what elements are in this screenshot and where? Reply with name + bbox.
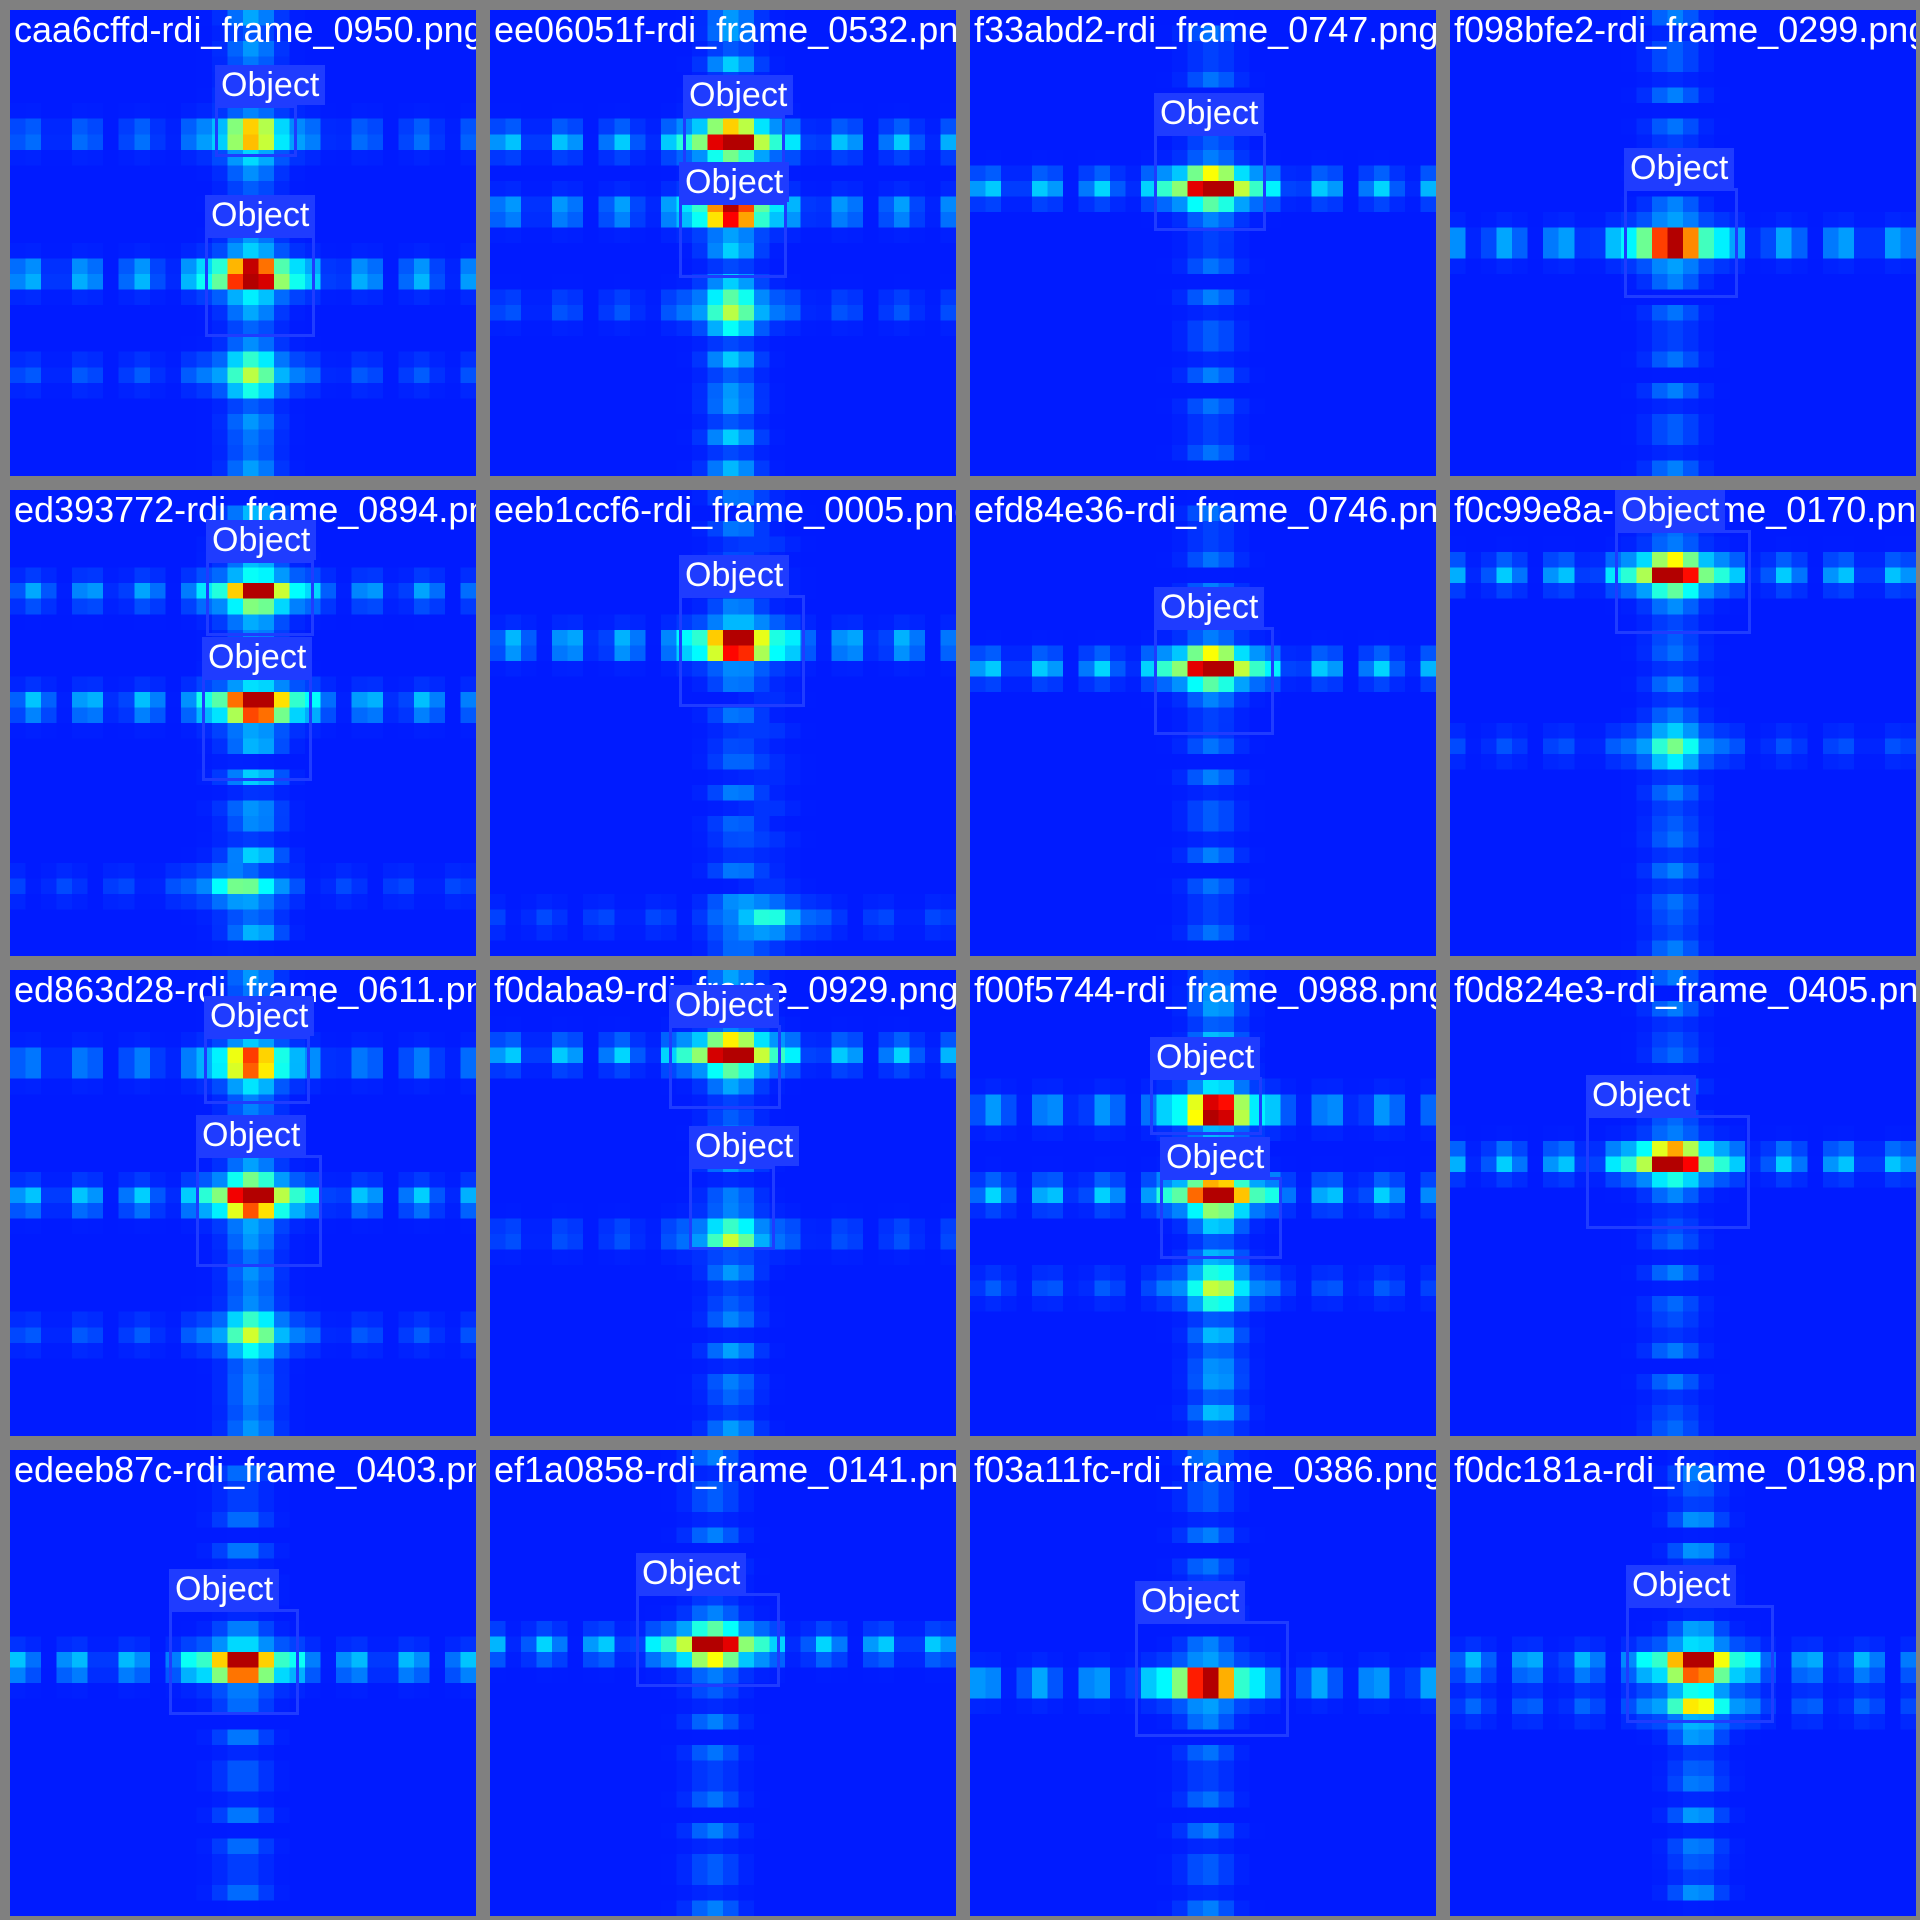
detection-box: [1624, 188, 1738, 298]
frame-filename: f33abd2-rdi_frame_0747.png: [974, 10, 1436, 50]
frame-filename: ee06051f-rdi_frame_0532.png: [494, 10, 956, 50]
frame-tile: Object ef1a0858-rdi_frame_0141.png: [490, 1450, 956, 1916]
detection-box: [669, 1025, 781, 1109]
frame-tile: Object f0d824e3-rdi_frame_0405.png: [1450, 970, 1916, 1436]
frame-filename: f098bfe2-rdi_frame_0299.png: [1454, 10, 1916, 50]
frame-filename: f00f5744-rdi_frame_0988.png: [974, 970, 1436, 1010]
detection-box: [202, 677, 312, 781]
rdi-heatmap: [10, 1450, 476, 1916]
detection-label: Object: [169, 1569, 280, 1609]
detection-box: [1154, 133, 1266, 231]
detection-box: [683, 115, 785, 165]
detection-box: [1615, 530, 1751, 634]
frame-tile: ObjectObjectf0daba9-rdi_frame_0929.png: [490, 970, 956, 1436]
frame-filename: caa6cffd-rdi_frame_0950.png: [14, 10, 476, 50]
rdi-heatmap: [1450, 1450, 1916, 1916]
detection-box: [204, 1036, 310, 1104]
detection-label: Object: [202, 637, 313, 677]
detection-box: [1160, 1177, 1282, 1259]
detection-box: [689, 1166, 775, 1250]
detection-label: Object: [204, 996, 315, 1036]
frame-tile: Objectf0c99e8a-rdi_frame_0170.png: [1450, 490, 1916, 956]
detection-label: Object: [1154, 93, 1265, 133]
rdi-heatmap: [970, 1450, 1436, 1916]
rdi-heatmap: [1450, 970, 1916, 1436]
detection-box: [196, 1155, 322, 1267]
frame-tile: Object f03a11fc-rdi_frame_0386.png: [970, 1450, 1436, 1916]
detection-box: [679, 595, 805, 707]
rdi-heatmap: [10, 970, 476, 1436]
detection-box: [1150, 1077, 1262, 1135]
frame-filename: efd84e36-rdi_frame_0746.png: [974, 490, 1436, 530]
frame-tile: Object f0dc181a-rdi_frame_0198.png: [1450, 1450, 1916, 1916]
frame-filename: f0dc181a-rdi_frame_0198.png: [1454, 1450, 1916, 1490]
detection-label: Object: [196, 1115, 307, 1155]
rdi-heatmap: [490, 1450, 956, 1916]
detection-label: Object: [1150, 1037, 1261, 1077]
frame-tile: Object f098bfe2-rdi_frame_0299.png: [1450, 10, 1916, 476]
detection-label: Object: [215, 65, 326, 105]
detection-box: [679, 202, 787, 278]
detection-label: Object: [669, 985, 780, 1025]
rdi-heatmap: [490, 970, 956, 1436]
rdi-heatmap: [1450, 490, 1916, 956]
detection-box: [169, 1609, 299, 1715]
detection-box: [636, 1593, 780, 1687]
detection-label: Object: [1160, 1137, 1271, 1177]
frame-tile: Object Object ed393772-rdi_frame_0894.png: [10, 490, 476, 956]
detection-label: Object: [1615, 490, 1726, 530]
detection-box: [206, 560, 314, 636]
frame-tile: Object edeeb87c-rdi_frame_0403.png: [10, 1450, 476, 1916]
detection-box: [205, 235, 315, 337]
frame-tile: Object Object f00f5744-rdi_frame_0988.png: [970, 970, 1436, 1436]
frame-tile: Object Object caa6cffd-rdi_frame_0950.png: [10, 10, 476, 476]
detection-label: Object: [1624, 148, 1735, 188]
detection-label: Object: [1135, 1581, 1246, 1621]
frame-tile: Object eeb1ccf6-rdi_frame_0005.png: [490, 490, 956, 956]
frame-filename: f0d824e3-rdi_frame_0405.png: [1454, 970, 1916, 1010]
detection-box: [1135, 1621, 1289, 1737]
detection-label: Object: [1154, 587, 1265, 627]
detection-label: Object: [1586, 1075, 1697, 1115]
frame-tile: Object f33abd2-rdi_frame_0747.png: [970, 10, 1436, 476]
detection-label: Object: [1626, 1565, 1737, 1605]
frame-filename: f03a11fc-rdi_frame_0386.png: [974, 1450, 1436, 1490]
detection-label: Object: [636, 1553, 747, 1593]
detection-box: [1154, 627, 1274, 735]
frame-filename: edeeb87c-rdi_frame_0403.png: [14, 1450, 476, 1490]
detection-label: Object: [683, 75, 794, 115]
frame-tile: Object Object ee06051f-rdi_frame_0532.png: [490, 10, 956, 476]
detection-box: [1586, 1115, 1750, 1229]
detection-box: [215, 105, 297, 157]
rdi-heatmap: [970, 10, 1436, 476]
frame-tile: Object Object ed863d28-rdi_frame_0611.png: [10, 970, 476, 1436]
rdi-heatmap: [970, 490, 1436, 956]
frame-tile: Object efd84e36-rdi_frame_0746.png: [970, 490, 1436, 956]
frame-filename: eeb1ccf6-rdi_frame_0005.png: [494, 490, 956, 530]
rdi-heatmap: [10, 490, 476, 956]
detection-label: Object: [205, 195, 316, 235]
detection-box: [1626, 1605, 1774, 1723]
detection-label: Object: [679, 555, 790, 595]
detection-label: Object: [689, 1126, 800, 1166]
detection-label: Object: [206, 520, 317, 560]
detection-label: Object: [679, 162, 790, 202]
rdi-heatmap: [1450, 10, 1916, 476]
frame-filename: ef1a0858-rdi_frame_0141.png: [494, 1450, 956, 1490]
